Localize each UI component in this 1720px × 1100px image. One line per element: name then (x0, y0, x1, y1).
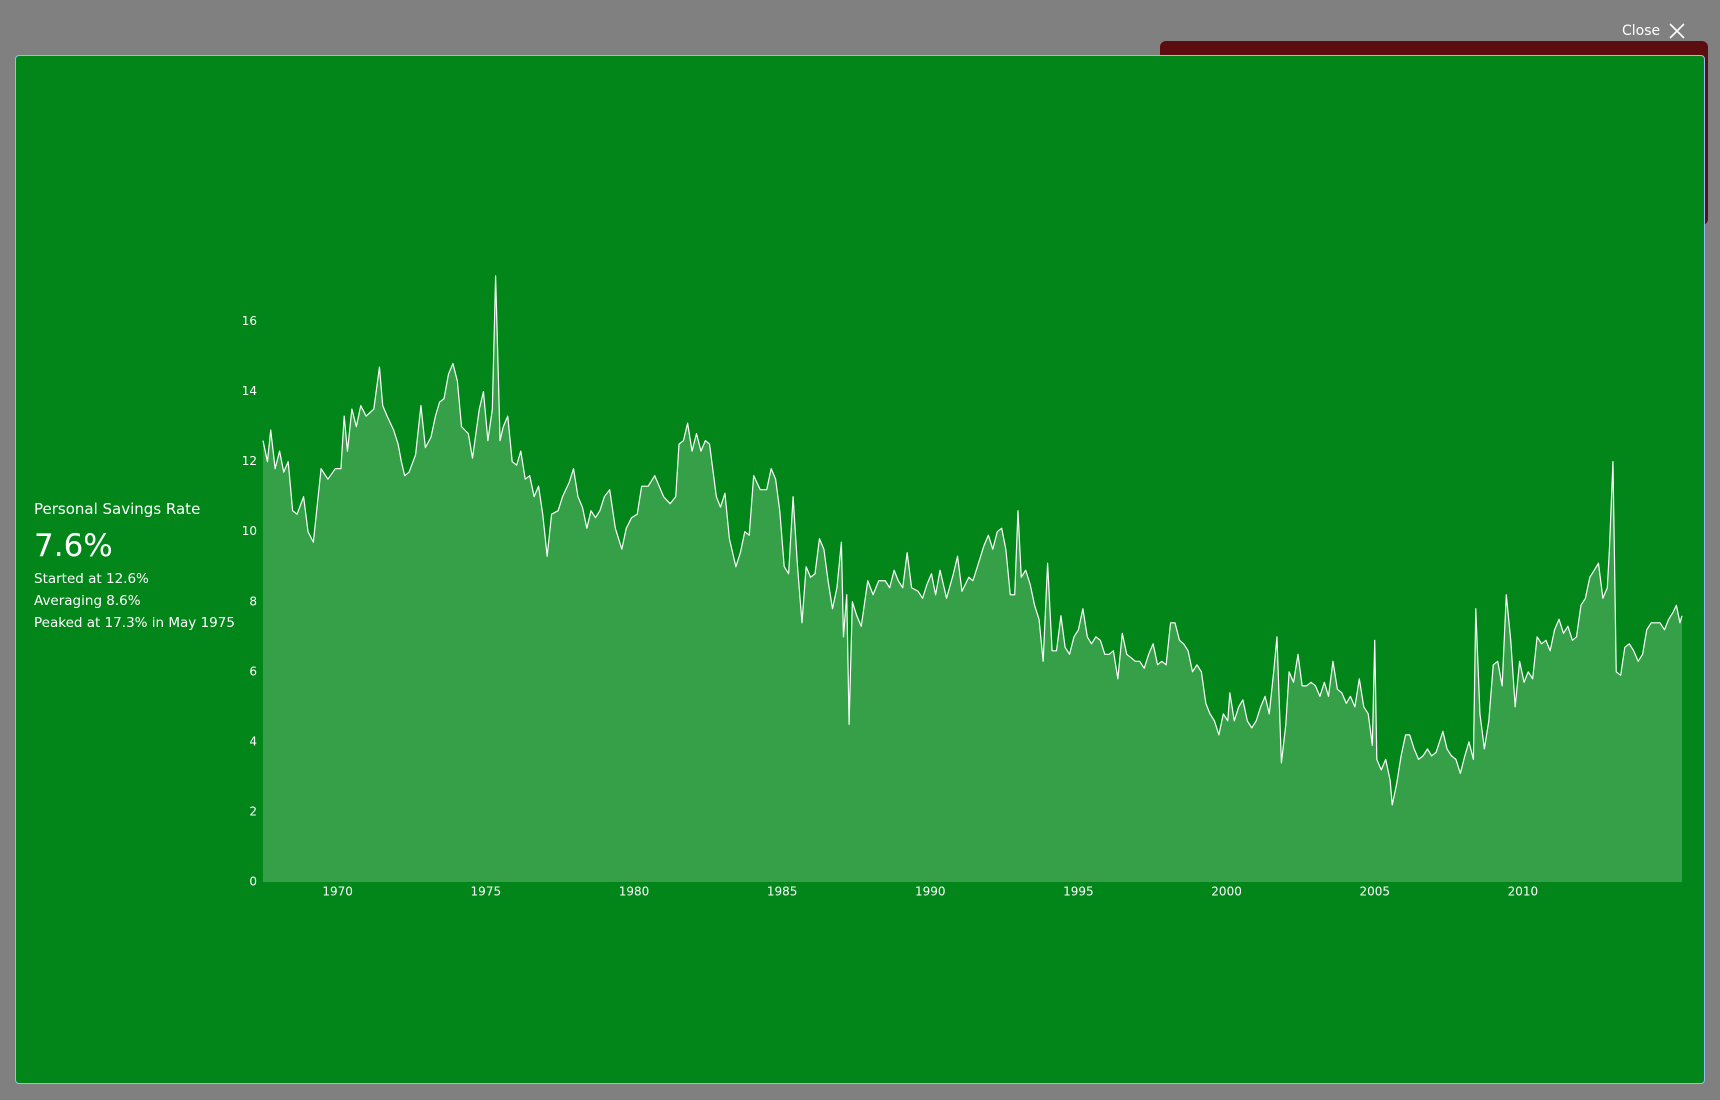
summary-stats: Started at 12.6% Averaging 8.6% Peaked a… (34, 568, 235, 634)
close-icon[interactable] (1668, 22, 1686, 40)
y-tick-label: 4 (249, 734, 257, 748)
summary-title: Personal Savings Rate (34, 500, 201, 518)
x-tick-label: 2000 (1211, 885, 1242, 899)
y-tick-label: 8 (249, 594, 257, 608)
y-tick-label: 2 (249, 804, 257, 818)
x-tick-label: 2005 (1359, 885, 1390, 899)
x-tick-label: 2010 (1508, 885, 1539, 899)
area (263, 276, 1682, 882)
chart: 0 2 4 6 8 10 12 14 16 1970 1975 1980 1985 1990 1995 200… (242, 275, 1683, 899)
y-tick-label: 14 (242, 384, 257, 398)
summary-started: Started at 12.6% (34, 571, 149, 587)
close-button[interactable]: Close (1622, 22, 1686, 40)
x-tick-label: 1970 (322, 885, 353, 899)
y-tick-label: 6 (249, 664, 257, 678)
x-tick-label: 1980 (619, 885, 650, 899)
dialog: Personal Savings Rate 7.6% Started at 12… (15, 55, 1705, 1084)
y-tick-label: 16 (242, 314, 257, 328)
close-label[interactable]: Close (1622, 23, 1661, 39)
y-tick-label: 0 (249, 875, 257, 889)
summary-averaging: Averaging 8.6% (34, 593, 141, 609)
x-tick-label: 1990 (915, 885, 946, 899)
y-tick-label: 10 (242, 524, 257, 538)
summary-panel: Personal Savings Rate 7.6% Started at 12… (34, 500, 235, 634)
summary-peaked: Peaked at 17.3% in May 1975 (34, 615, 235, 631)
y-tick-label: 12 (242, 454, 257, 468)
line (262, 275, 1683, 806)
x-tick-label: 1985 (767, 885, 798, 899)
summary-value: 7.6% (34, 528, 113, 564)
x-tick-label: 1975 (471, 885, 502, 899)
x-tick-label: 1995 (1063, 885, 1094, 899)
